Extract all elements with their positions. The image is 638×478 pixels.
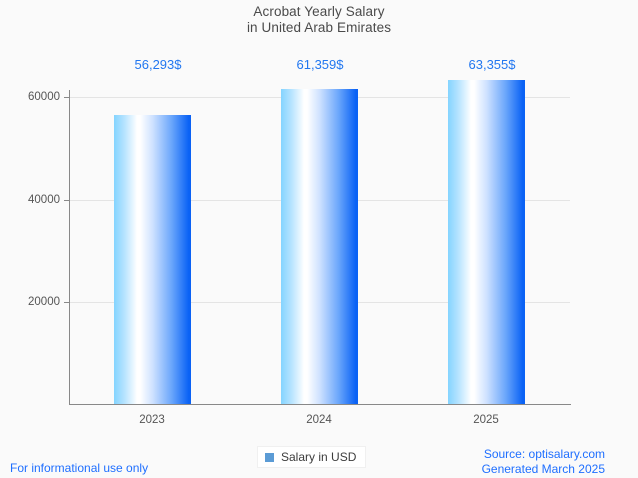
chart-legend[interactable]: Salary in USD bbox=[257, 446, 367, 468]
footer-generated-date: Generated March 2025 bbox=[481, 461, 605, 476]
bar-value-label-2025: 63,355$ bbox=[468, 57, 516, 72]
bar-2025[interactable] bbox=[448, 80, 525, 404]
y-axis-tick-mark-40000 bbox=[64, 200, 70, 201]
bar-2023[interactable] bbox=[114, 115, 191, 404]
y-axis-tick-mark-20000 bbox=[64, 302, 70, 303]
bar-value-label-2024: 61,359$ bbox=[296, 57, 344, 72]
footer-source: Source: optisalary.com bbox=[483, 447, 605, 461]
legend-swatch-icon bbox=[265, 452, 274, 462]
y-axis-tick-mark-60000 bbox=[64, 97, 70, 98]
plot-area bbox=[70, 80, 570, 404]
y-axis-tick-label-60000: 60000 bbox=[28, 91, 60, 103]
y-axis-tick-label-40000: 40000 bbox=[28, 194, 60, 206]
chart-title: Acrobat Yearly Salary in United Arab Emi… bbox=[0, 4, 638, 36]
x-axis-tick-label-2024: 2024 bbox=[306, 414, 332, 426]
x-axis-tick-label-2025: 2025 bbox=[473, 414, 499, 426]
y-axis-line bbox=[69, 90, 70, 405]
y-axis-tick-label-20000: 20000 bbox=[28, 296, 60, 308]
bar-2024[interactable] bbox=[281, 89, 358, 404]
footer-disclaimer: For informational use only bbox=[10, 461, 149, 475]
chart-title-line-2: in United Arab Emirates bbox=[246, 20, 392, 35]
bar-value-label-2023: 56,293$ bbox=[134, 57, 182, 72]
legend-label-salary-in-usd: Salary in USD bbox=[281, 450, 357, 464]
footer-source-block: Source: optisalary.com Generated March 2… bbox=[482, 447, 605, 476]
x-axis-tick-label-2023: 2023 bbox=[139, 414, 165, 426]
chart-title-line-1: Acrobat Yearly Salary bbox=[253, 4, 385, 19]
x-axis-line bbox=[69, 404, 571, 405]
